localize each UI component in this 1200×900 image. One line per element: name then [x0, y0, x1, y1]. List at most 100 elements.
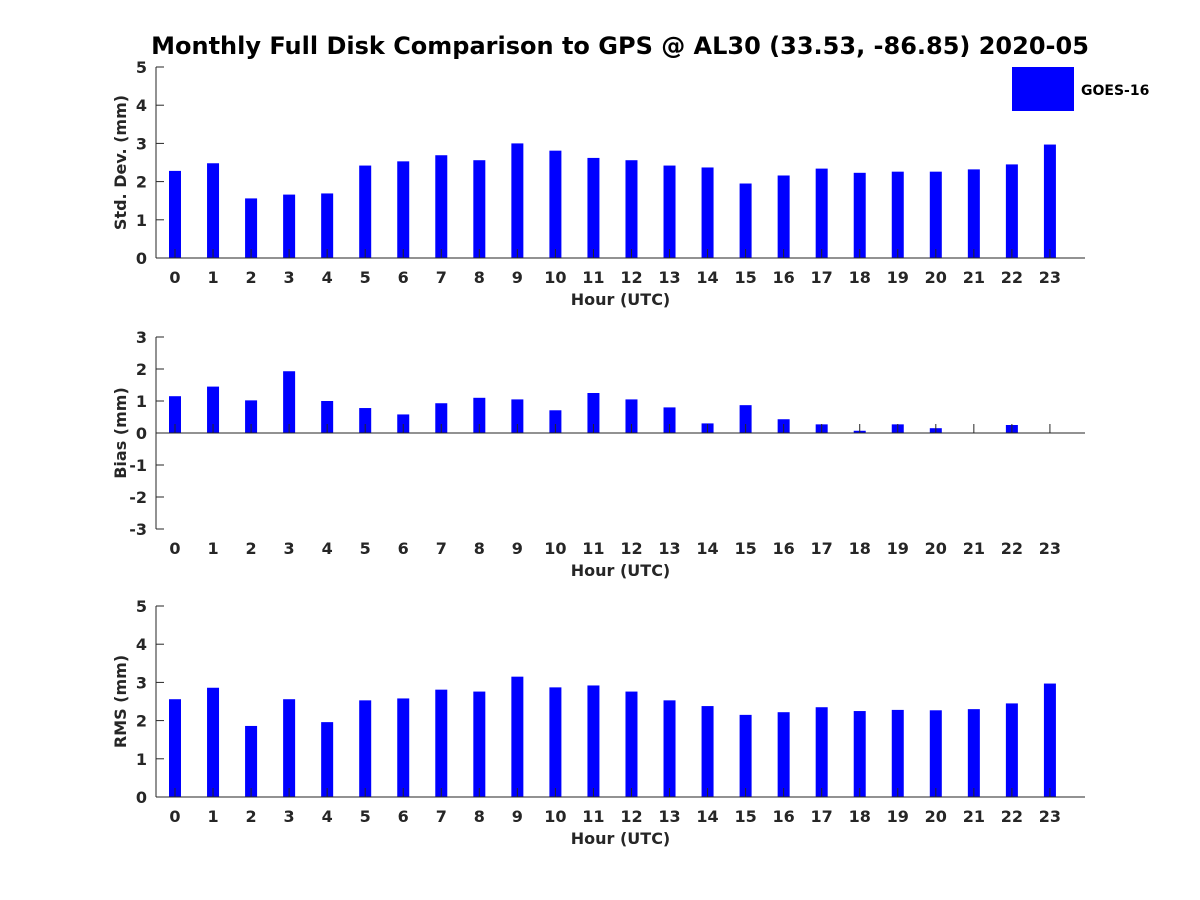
x-tick-label: 20 [925, 539, 947, 558]
y-tick-label: 3 [136, 328, 147, 347]
x-tick-label: 2 [246, 807, 257, 826]
bar-hour-21 [967, 169, 980, 258]
x-tick-label: 5 [360, 539, 371, 558]
bar-hour-12 [625, 160, 638, 258]
bar-hour-14 [701, 167, 714, 258]
y-tick-label: 5 [136, 58, 147, 77]
bar-hour-17 [815, 707, 828, 797]
x-tick-label: 3 [284, 807, 295, 826]
x-tick-label: 2 [246, 539, 257, 558]
bar-hour-0 [169, 396, 181, 433]
bar-hour-4 [321, 193, 334, 258]
y-tick-label: 1 [136, 750, 147, 769]
x-tick-label: 6 [398, 807, 409, 826]
x-axis-label: Hour (UTC) [571, 561, 671, 580]
x-tick-label: 10 [544, 539, 566, 558]
x-tick-label: 22 [1001, 539, 1023, 558]
y-tick-label: 3 [136, 134, 147, 153]
bar-hour-2 [245, 198, 258, 258]
x-tick-label: 5 [360, 268, 371, 287]
x-tick-label: 19 [887, 268, 909, 287]
bar-hour-15 [739, 183, 752, 258]
x-tick-label: 16 [773, 807, 795, 826]
x-tick-label: 14 [696, 268, 718, 287]
x-tick-label: 19 [887, 807, 909, 826]
x-tick-label: 18 [849, 268, 871, 287]
x-tick-label: 13 [658, 807, 680, 826]
bar-hour-19 [891, 709, 904, 797]
y-tick-label: 0 [136, 249, 147, 268]
bar-hour-6 [397, 698, 410, 797]
x-tick-label: 12 [620, 268, 642, 287]
bar-hour-16 [777, 712, 790, 797]
bar-hour-6 [397, 161, 410, 258]
bar-hour-11 [587, 157, 600, 258]
x-tick-label: 18 [849, 539, 871, 558]
x-tick-label: 10 [544, 268, 566, 287]
y-tick-label: 2 [136, 712, 147, 731]
bar-hour-3 [283, 194, 296, 258]
bar-hour-1 [207, 386, 220, 433]
bar-hour-8 [473, 691, 486, 797]
bar-hour-19 [891, 171, 904, 258]
x-tick-label: 0 [169, 268, 180, 287]
y-axis-label: RMS (mm) [111, 655, 130, 748]
bar-hour-5 [359, 165, 372, 258]
bar-hour-9 [511, 399, 524, 433]
x-tick-label: 7 [436, 539, 447, 558]
x-tick-label: 15 [734, 539, 756, 558]
x-tick-label: 21 [963, 268, 985, 287]
x-tick-label: 13 [658, 539, 680, 558]
bar-hour-13 [663, 407, 676, 433]
x-tick-label: 21 [963, 539, 985, 558]
y-tick-label: 2 [136, 173, 147, 192]
x-tick-label: 16 [773, 539, 795, 558]
bar-hour-13 [663, 165, 676, 258]
bar-hour-22 [1005, 164, 1018, 258]
x-tick-label: 1 [207, 807, 218, 826]
bar-hour-8 [473, 160, 486, 258]
x-tick-label: 0 [169, 807, 180, 826]
x-tick-label: 9 [512, 539, 523, 558]
x-axis-label: Hour (UTC) [571, 290, 671, 309]
x-tick-label: 22 [1001, 807, 1023, 826]
x-tick-label: 23 [1039, 268, 1061, 287]
bar-hour-6 [397, 414, 410, 433]
bar-hour-10 [549, 410, 562, 433]
x-tick-label: 15 [734, 268, 756, 287]
x-tick-label: 23 [1039, 539, 1061, 558]
bar-hour-1 [207, 163, 220, 258]
bar-hour-9 [511, 676, 524, 797]
legend: GOES-16 [1012, 67, 1149, 111]
bar-hour-11 [587, 685, 600, 797]
bar-hour-5 [359, 408, 372, 433]
bar-hour-7 [435, 155, 448, 258]
x-tick-label: 2 [246, 268, 257, 287]
chart-title: Monthly Full Disk Comparison to GPS @ AL… [151, 32, 1089, 60]
x-tick-label: 17 [811, 268, 833, 287]
x-tick-label: 14 [696, 807, 718, 826]
x-tick-label: 4 [322, 539, 333, 558]
bar-hour-17 [815, 168, 828, 258]
bar-hour-2 [245, 725, 258, 797]
x-axis-label: Hour (UTC) [571, 829, 671, 848]
x-tick-label: 11 [582, 807, 604, 826]
y-tick-label: -3 [129, 520, 147, 539]
x-tick-label: 1 [207, 539, 218, 558]
bar-hour-12 [625, 399, 638, 433]
bar-hour-2 [245, 400, 258, 433]
x-tick-label: 0 [169, 539, 180, 558]
x-tick-label: 12 [620, 539, 642, 558]
x-tick-label: 22 [1001, 268, 1023, 287]
bar-hour-18 [853, 172, 866, 258]
x-tick-label: 3 [284, 268, 295, 287]
y-axis-label: Std. Dev. (mm) [111, 95, 130, 230]
bar-hour-1 [207, 687, 220, 797]
bar-hour-16 [777, 175, 790, 258]
bar-hour-22 [1005, 703, 1018, 797]
y-tick-label: 1 [136, 392, 147, 411]
